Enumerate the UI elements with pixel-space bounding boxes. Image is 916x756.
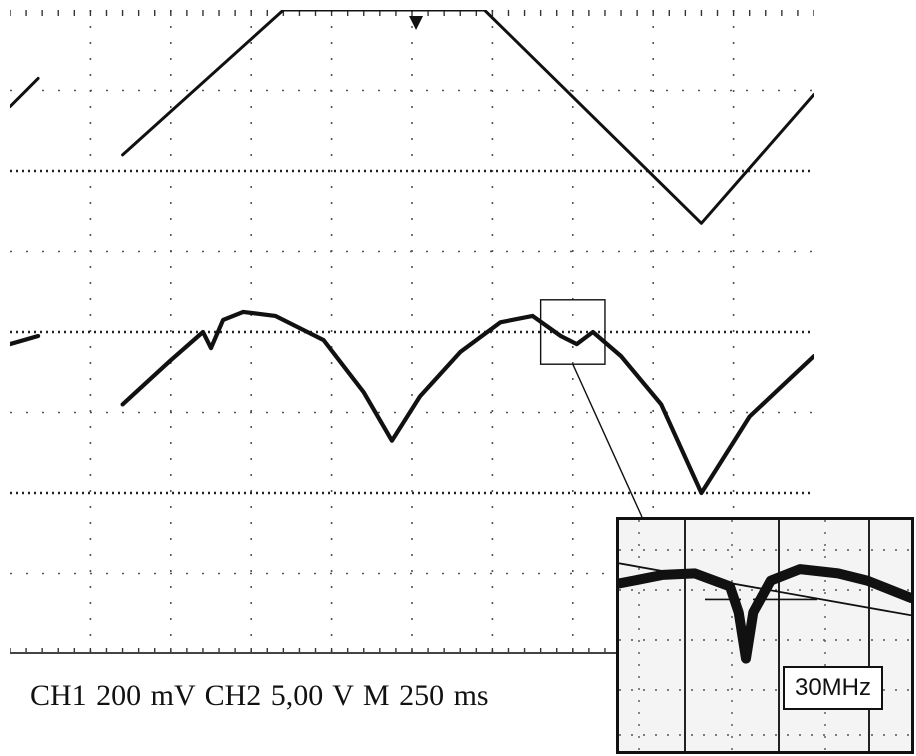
frequency-label: 30MHz <box>783 666 883 710</box>
inset-trace <box>619 564 911 664</box>
zoom-inset: 30MHz <box>616 517 914 754</box>
traces <box>10 10 814 496</box>
trace-ch1 <box>10 309 814 496</box>
oscilloscope-plot <box>10 10 814 654</box>
measure-arrow-left <box>731 594 741 605</box>
inset-grid <box>619 520 911 751</box>
oscilloscope-screen <box>10 10 814 654</box>
scope-settings-readout: CH1 200 mV CH2 5,00 V M 250 ms <box>30 679 489 712</box>
inset-reference-line <box>619 562 911 617</box>
measure-arrow-right <box>753 594 763 605</box>
inset-traces <box>619 562 911 664</box>
trigger-marker <box>409 16 424 30</box>
zoom-marker <box>539 299 643 518</box>
trace-ch2 <box>10 10 814 225</box>
zoom-leader-line <box>572 363 643 518</box>
zoom-box <box>539 299 606 365</box>
zoom-inset-plot <box>619 520 911 751</box>
